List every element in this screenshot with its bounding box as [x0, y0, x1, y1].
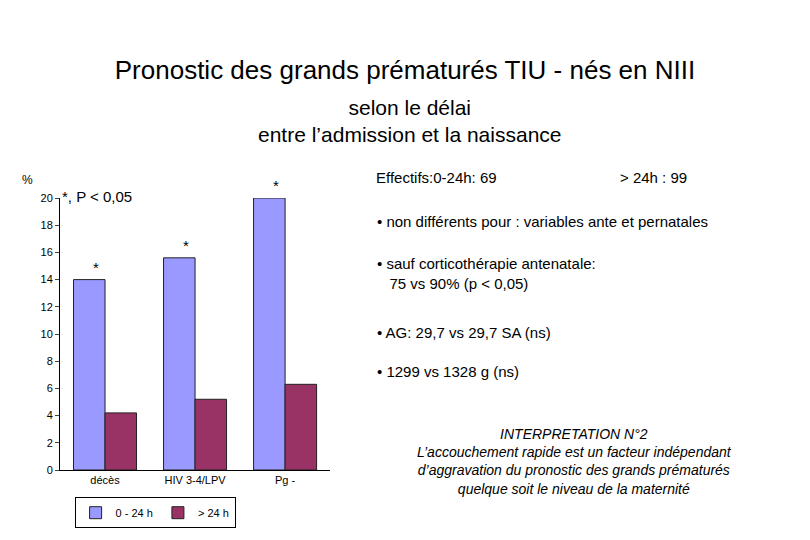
svg-text:• non différents pour : variab: • non différents pour : variables ante e… [377, 213, 708, 230]
svg-text:> 24h : 99: > 24h : 99 [620, 169, 687, 186]
svg-text:%: % [22, 173, 33, 187]
svg-text:décès: décès [90, 474, 120, 486]
svg-text:4: 4 [47, 409, 53, 421]
svg-text:> 24 h: > 24 h [198, 507, 229, 519]
svg-text:2: 2 [47, 437, 53, 449]
svg-text:16: 16 [41, 246, 53, 258]
svg-text:selon le délaientre l’admissio: selon le délaientre l’admission et la na… [258, 96, 562, 146]
svg-text:14: 14 [41, 273, 53, 285]
svg-text:8: 8 [47, 355, 53, 367]
svg-text:0 - 24 h: 0 - 24 h [116, 507, 153, 519]
svg-text:18: 18 [41, 219, 53, 231]
svg-text:INTERPRETATION N°2L’accoucheme: INTERPRETATION N°2L’accouchement rapide … [417, 426, 732, 497]
svg-text:10: 10 [41, 328, 53, 340]
svg-text:*: * [273, 177, 279, 194]
svg-text:• AG: 29,7 vs 29,7 SA (ns): • AG: 29,7 vs 29,7 SA (ns) [377, 324, 551, 341]
svg-text:6: 6 [47, 382, 53, 394]
svg-text:HIV 3-4/LPV: HIV 3-4/LPV [164, 474, 226, 486]
svg-text:Pronostic des grands prématuré: Pronostic des grands prématurés TIU - né… [115, 55, 695, 85]
svg-text:*, P < 0,05: *, P < 0,05 [62, 188, 132, 205]
svg-text:• 1299 vs 1328 g (ns): • 1299 vs 1328 g (ns) [377, 363, 519, 380]
svg-text:• sauf corticothérapie antenat: • sauf corticothérapie antenatale: 75 vs… [377, 255, 596, 292]
svg-text:*: * [93, 259, 99, 276]
svg-text:*: * [183, 237, 189, 254]
svg-text:0: 0 [47, 464, 53, 476]
svg-text:12: 12 [41, 301, 53, 313]
svg-text:Effectifs:0-24h: 69: Effectifs:0-24h: 69 [376, 169, 497, 186]
svg-text:20: 20 [41, 192, 53, 204]
svg-text:Pg -: Pg - [275, 474, 296, 486]
